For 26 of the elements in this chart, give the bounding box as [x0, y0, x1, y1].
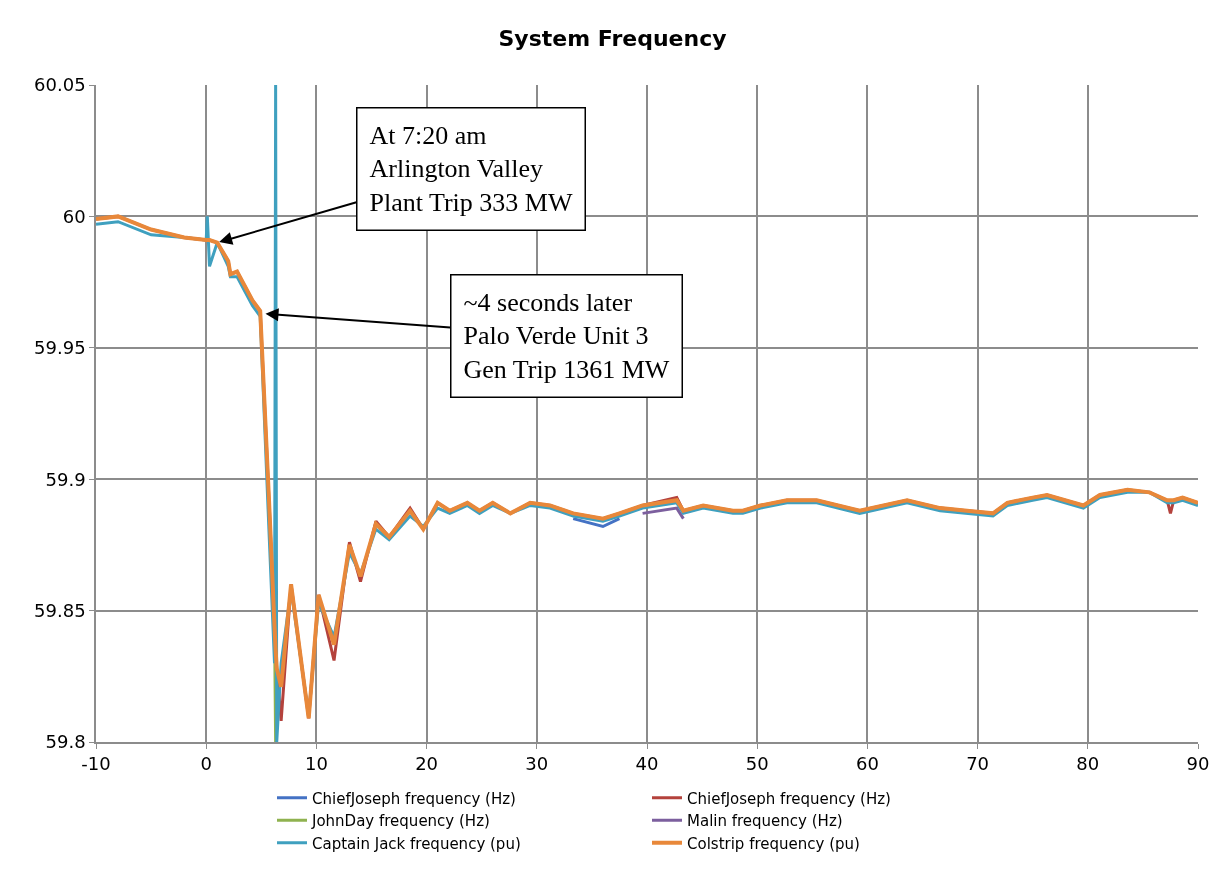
chart-title: System Frequency [498, 26, 727, 52]
legend-label: Captain Jack frequency (pu) [312, 834, 521, 853]
y-tick-label: 59.8 [45, 731, 86, 753]
legend-label: JohnDay frequency (Hz) [311, 812, 490, 831]
legend-label: ChiefJoseph frequency (Hz) [687, 789, 891, 808]
annotation: ~4 seconds later Palo Verde Unit 3 Gen Trip 1361 MW [463, 287, 670, 385]
x-tick-label: -10 [81, 753, 111, 775]
y-tick-label: 59.9 [45, 468, 86, 490]
x-tick-label: 70 [966, 753, 990, 775]
x-tick-label: 20 [415, 753, 439, 775]
x-tick-label: 60 [855, 753, 879, 775]
x-tick-label: 30 [525, 753, 549, 775]
legend-label: Malin frequency (Hz) [687, 812, 843, 831]
y-tick-label: 60.05 [34, 74, 86, 96]
legend-label: Colstrip frequency (pu) [687, 834, 860, 853]
y-tick-label: 59.95 [34, 337, 86, 359]
x-tick-label: 90 [1186, 753, 1210, 775]
x-tick-label: 0 [200, 753, 212, 775]
x-tick-label: 80 [1076, 753, 1100, 775]
x-tick-label: 50 [745, 753, 769, 775]
y-tick-label: 60 [62, 205, 86, 227]
y-tick-label: 59.85 [34, 599, 86, 621]
x-tick-label: 40 [635, 753, 659, 775]
annotation: At 7:20 am Arlington Valley Plant Trip 333 MW [369, 120, 573, 218]
x-tick-label: 10 [304, 753, 328, 775]
legend-label: ChiefJoseph frequency (Hz) [312, 789, 516, 808]
